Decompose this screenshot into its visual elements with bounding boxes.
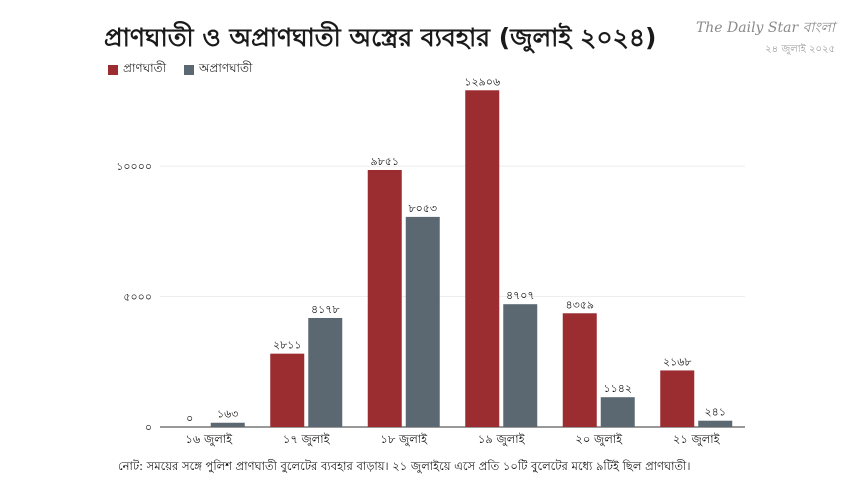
data-label-nonlethal: ৮০৫৩ [408, 202, 437, 215]
bar-nonlethal [210, 422, 245, 427]
y-tick-label: ১০০০০ [116, 160, 152, 173]
data-label-lethal: ১২৯০৬ [464, 75, 500, 88]
data-label-nonlethal: ৪৭০৭ [506, 289, 535, 302]
bar-nonlethal [405, 216, 440, 427]
publish-date: ২৪ জুলাই ২০২৫ [765, 44, 835, 55]
bar-nonlethal [503, 304, 538, 427]
legend-swatch-nonlethal [184, 65, 195, 75]
bar-lethal [660, 370, 695, 427]
x-tick-label: ২১ জুলাই [673, 432, 721, 447]
y-tick-label: ৫০০০ [123, 291, 152, 304]
data-label-lethal: ২৮১১ [273, 339, 302, 352]
bar-lethal [465, 90, 500, 428]
bar-nonlethal [308, 317, 343, 427]
legend-label-lethal: প্রাণঘাতী [123, 61, 167, 75]
legend-label-nonlethal: অপ্রাণঘাতী [199, 61, 253, 75]
x-tick-label: ১৭ জুলাই [283, 432, 331, 447]
bar-nonlethal [698, 420, 733, 427]
x-tick-label: ১৮ জুলাই [380, 432, 428, 447]
data-label-nonlethal: ১১৪২ [603, 382, 632, 395]
brand-logo: The Daily Star বাংলা [695, 20, 835, 36]
data-label-nonlethal: ৪১৭৮ [311, 303, 340, 316]
legend-item-nonlethal: অপ্রাণঘাতী [184, 60, 252, 80]
legend-swatch-lethal [108, 65, 118, 75]
legend: প্রাণঘাতী অপ্রাণঘাতী [108, 60, 252, 80]
x-tick-label: ২০ জুলাই [575, 432, 623, 447]
data-label-lethal: ৪৩৫৯ [565, 298, 594, 311]
legend-item-lethal: প্রাণঘাতী [108, 60, 166, 80]
chart-title: প্রাণঘাতী ও অপ্রাণঘাতী অস্ত্রের ব্যবহার … [104, 23, 657, 52]
bar-lethal [270, 353, 305, 427]
data-label-nonlethal: ১৬৩ [217, 408, 238, 421]
bar-nonlethal [600, 397, 635, 427]
footnote: নোট: সময়ের সঙ্গে পুলিশ প্রাণঘাতী বুলেটে… [118, 459, 691, 473]
data-label-nonlethal: ২৪১ [705, 406, 726, 419]
x-tick-label: ১৯ জুলাই [478, 432, 526, 447]
data-label-lethal: ৯৮৫১ [370, 155, 399, 168]
bar-lethal [562, 313, 597, 427]
data-label-lethal: ০ [186, 412, 193, 425]
brand-block: The Daily Star বাংলা ২৪ জুলাই ২০২৫ [696, 16, 835, 59]
bar-lethal [367, 169, 402, 428]
x-tick-label: ১৬ জুলাই [185, 432, 233, 447]
y-tick-label: ০ [145, 421, 152, 434]
data-label-lethal: ২১৬৮ [663, 355, 692, 368]
